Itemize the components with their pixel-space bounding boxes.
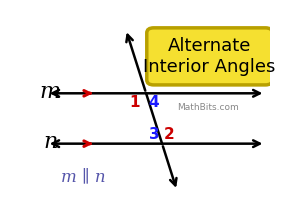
Text: m ∥ n: m ∥ n [61, 169, 105, 186]
Text: MathBits.com: MathBits.com [177, 103, 239, 112]
FancyBboxPatch shape [147, 28, 272, 85]
Text: n: n [43, 131, 58, 153]
Text: Alternate: Alternate [168, 37, 251, 55]
Text: m: m [40, 81, 61, 103]
Text: Interior Angles: Interior Angles [143, 58, 276, 76]
Text: 4: 4 [148, 95, 158, 110]
Text: 2: 2 [164, 127, 175, 142]
Text: 1: 1 [130, 95, 140, 110]
Text: 3: 3 [148, 127, 159, 142]
